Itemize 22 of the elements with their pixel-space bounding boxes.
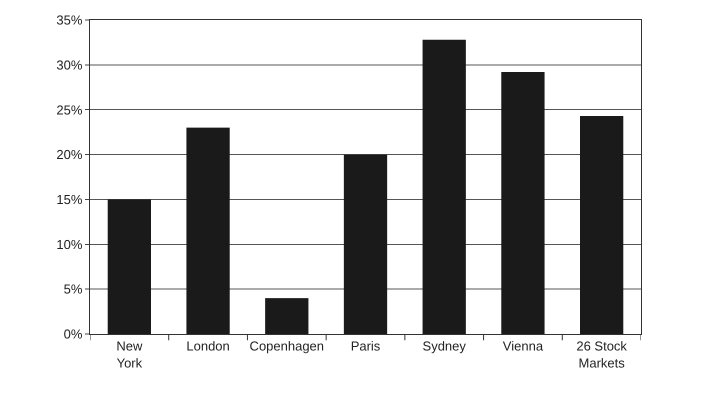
bar [186,128,230,334]
y-tick-label: 10% [56,236,83,252]
bar [580,116,624,334]
y-tick-label: 25% [56,102,83,118]
x-tick-label: New York [116,338,143,370]
x-tick-label: London [186,338,230,354]
y-tick-label: 30% [56,57,83,72]
y-tick-label: 35% [56,12,83,28]
x-tick-label: Sydney [422,338,466,354]
x-tick-label: Copenhagen [250,338,324,354]
x-tick-label: Paris [350,338,381,354]
x-tick-label: 26 Stock Markets [576,338,628,370]
y-tick-label: 15% [56,192,83,207]
bar [422,40,466,334]
bar [265,298,308,334]
y-tick-label: 5% [64,282,83,297]
y-tick-label: 20% [56,147,83,162]
bar [501,72,545,334]
y-tick-label: 0% [64,326,83,342]
x-tick-label: Vienna [502,338,544,354]
bar [108,199,151,334]
bar [344,154,388,334]
